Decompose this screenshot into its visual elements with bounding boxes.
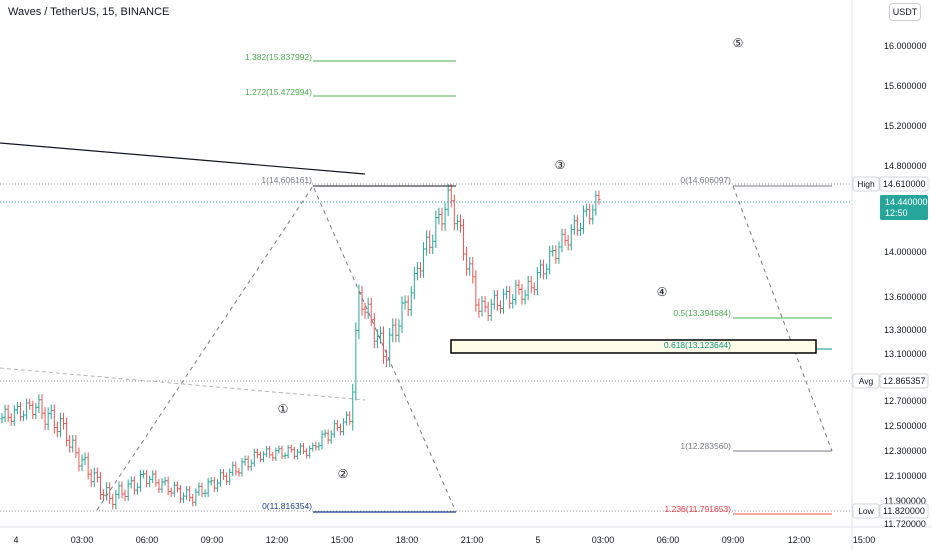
time-tick-label: 12:00: [788, 535, 811, 545]
price-tick-label: 11.720000: [884, 519, 926, 529]
time-tick-label: 5: [535, 535, 540, 545]
trend-line: [0, 142, 366, 175]
time-tick-label: 4: [13, 535, 18, 545]
fib-label: 0(14.606097): [680, 175, 731, 185]
time-tick-label: 18:00: [396, 535, 419, 545]
time-tick-label: 15:00: [331, 535, 354, 545]
wave-path-dashed: [96, 184, 457, 513]
projection-path-dashed: [732, 185, 833, 452]
wave-label: ④: [657, 285, 668, 299]
fib-label: 1.272(15.472994): [245, 87, 312, 97]
time-tick-label: 06:00: [657, 535, 680, 545]
time-tick-label: 06:00: [136, 535, 159, 545]
fib-label: 0.5(13.394584): [673, 308, 731, 318]
price-tick-label: 14.800000: [884, 161, 927, 171]
lower-trend-line: [0, 367, 366, 401]
price-value-label: 11.820000: [883, 506, 925, 516]
price-tick-label: 13.100000: [884, 349, 927, 359]
time-tick-label: 09:00: [722, 535, 745, 545]
price-tag-box: [852, 503, 880, 519]
price-value-box: [879, 176, 929, 192]
time-tick-label: 03:00: [71, 535, 94, 545]
price-tick-label: 13.600000: [884, 292, 927, 302]
chart-title: Waves / TetherUS, 15, BINANCE: [8, 6, 170, 18]
price-tick-label: 12.300000: [884, 446, 927, 456]
price-tick-label: 14.000000: [884, 247, 927, 257]
price-value-box: [879, 373, 929, 389]
price-value-label: 12.865357: [883, 376, 926, 386]
fib-label: 1(12.283560): [680, 441, 731, 451]
price-tick-label: 12.500000: [884, 421, 927, 431]
price-tag-box: [852, 373, 880, 389]
fib-label: 1(14.606161): [261, 175, 312, 185]
wave-label: ③: [555, 158, 566, 172]
time-tick-label: 09:00: [201, 535, 224, 545]
price-tick-label: 11.900000: [884, 496, 926, 506]
price-tag-box: [852, 176, 880, 192]
fib-label: 1.382(15.837992): [245, 52, 312, 62]
fib-label: 0(11.816354): [262, 501, 312, 511]
price-tick-label: 15.600000: [884, 81, 927, 91]
price-tick-label: 16.000000: [884, 41, 927, 51]
last-price-box: [880, 195, 928, 220]
price-tick-label: 12.100000: [884, 471, 927, 481]
price-tick-label: 15.200000: [884, 121, 927, 131]
price-tick-label: 12.700000: [884, 396, 927, 406]
price-value-box: [879, 503, 929, 519]
price-value-label: 14.610000: [883, 179, 926, 189]
wave-label: ⑤: [733, 36, 744, 50]
price-tick-label: 13.300000: [884, 325, 927, 335]
countdown-label: 12:50: [885, 208, 908, 218]
target-zone: [450, 339, 817, 354]
fib-label: 0.618(13.123644): [664, 340, 731, 350]
wave-label: ①: [278, 402, 289, 416]
time-tick-label: 03:00: [592, 535, 615, 545]
time-tick-label: 21:00: [461, 535, 484, 545]
currency-button[interactable]: USDT: [889, 3, 921, 21]
time-tick-label: 12:00: [266, 535, 289, 545]
price-tag-label: Avg: [859, 376, 874, 386]
fib-label: 1.236(11.791653): [665, 504, 732, 514]
price-tag-label: Low: [858, 506, 874, 516]
price-tag-label: High: [857, 179, 875, 189]
wave-label: ②: [338, 467, 349, 481]
last-price-value: 14.440000: [885, 197, 928, 207]
time-tick-label: 15:00: [853, 535, 876, 545]
